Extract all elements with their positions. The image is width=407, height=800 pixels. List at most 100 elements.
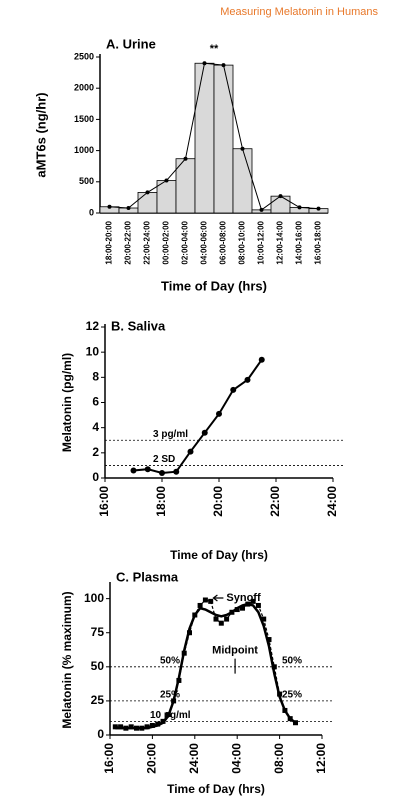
point	[250, 598, 256, 604]
x-tick-label: 10:00-12:00	[257, 220, 266, 264]
y-tick-label: 1500	[74, 114, 94, 124]
point	[240, 605, 245, 611]
x-tick-label: 16:00	[102, 743, 116, 774]
y-tick-label: 1000	[74, 145, 94, 155]
y-tick-label: 10	[86, 344, 100, 358]
point	[316, 206, 321, 211]
point	[128, 724, 134, 730]
point	[201, 429, 208, 436]
x-axis-label: Time of Day (hrs)	[170, 548, 268, 562]
point	[187, 448, 194, 455]
x-tick-label: 22:00	[268, 486, 282, 517]
point	[130, 467, 137, 474]
point	[202, 597, 208, 603]
bar	[156, 180, 177, 214]
x-tick-label: 20:00	[145, 743, 159, 774]
x-tick-label: 04:00-06:00	[200, 220, 209, 264]
x-tick-label: 12:00-14:00	[276, 220, 285, 264]
y-tick-label: 2500	[74, 51, 94, 61]
annotation: Midpoint	[212, 644, 258, 656]
y-tick-label: 50	[91, 659, 105, 673]
chart-title: B. Saliva	[111, 318, 166, 333]
reference-label: 2 SD	[153, 454, 175, 465]
y-tick-label: 12	[86, 319, 100, 333]
point	[107, 204, 112, 209]
bar	[270, 195, 291, 214]
x-tick-label: 22:00-24:00	[143, 220, 152, 264]
chart-title: C. Plasma	[116, 569, 179, 584]
trend-line	[109, 62, 319, 211]
point	[297, 205, 302, 210]
point	[202, 61, 207, 66]
data-line	[133, 359, 263, 474]
bar	[194, 62, 215, 214]
point	[261, 616, 267, 622]
x-tick-label: 12:00	[314, 743, 328, 774]
point	[183, 156, 188, 161]
point	[240, 146, 245, 151]
point	[224, 616, 230, 622]
y-tick-label: 25	[91, 693, 105, 707]
x-tick-label: 08:00-10:00	[238, 220, 247, 264]
x-tick-label: 00:00-02:00	[162, 220, 171, 264]
y-axis-label: Melatonin (% maximum)	[60, 591, 74, 728]
point	[221, 63, 226, 68]
y-tick-label: 75	[91, 625, 105, 639]
x-tick-label: 04:00	[229, 743, 243, 774]
point	[144, 724, 150, 730]
data-line-dashed	[115, 599, 296, 729]
x-tick-label: 14:00-16:00	[295, 220, 304, 264]
y-tick-label: 500	[79, 176, 94, 186]
y-axis-label: Melatonin (pg/ml)	[60, 353, 74, 452]
y-tick-label: 100	[84, 591, 104, 605]
point	[244, 376, 251, 383]
y-tick-label: 2	[92, 445, 99, 459]
point	[145, 190, 150, 195]
x-axis-label: Time of Day (hrs)	[161, 278, 267, 293]
point	[164, 178, 169, 183]
y-tick-label: 0	[97, 727, 104, 741]
reference-label: 25%	[160, 690, 180, 701]
point	[259, 207, 264, 212]
x-tick-label: 02:00-04:00	[181, 220, 190, 264]
page-header: Measuring Melatonin in Humans	[220, 6, 378, 18]
point	[197, 602, 203, 608]
point	[159, 469, 165, 476]
bar	[232, 148, 253, 214]
point	[278, 194, 283, 199]
x-tick-label: 20:00-22:00	[124, 220, 133, 264]
point	[230, 386, 237, 393]
point	[213, 616, 219, 622]
reference-label: 25%	[282, 690, 302, 701]
y-axis-label: aMT6s (ng/hr)	[33, 92, 48, 177]
point	[218, 620, 224, 626]
reference-label: 3 pg/ml	[153, 429, 188, 440]
reference-label: 50%	[282, 655, 302, 666]
bar	[213, 64, 234, 214]
x-tick-label: 08:00	[272, 743, 286, 774]
bar	[137, 192, 158, 214]
x-tick-label: 06:00-08:00	[219, 220, 228, 264]
x-axis-label: Time of Day (hrs)	[167, 782, 265, 796]
x-tick-label: 16:00	[97, 486, 111, 517]
point	[266, 637, 272, 643]
data-line	[115, 602, 297, 730]
annotation: Synoff	[226, 592, 261, 604]
reference-label: 50%	[160, 655, 180, 666]
point	[208, 598, 214, 604]
point	[255, 602, 261, 608]
chart-title: A. Urine	[106, 36, 156, 51]
point	[216, 410, 222, 417]
x-tick-label: 16:00-18:00	[314, 220, 323, 264]
y-tick-label: 8	[92, 370, 99, 384]
point	[271, 664, 277, 670]
point	[118, 724, 124, 730]
x-tick-label: 24:00	[187, 743, 201, 774]
y-tick-label: 0	[92, 470, 99, 484]
point	[144, 466, 151, 473]
y-tick-label: 0	[89, 207, 94, 217]
y-tick-label: 2000	[74, 83, 94, 93]
x-tick-label: 18:00-20:00	[105, 220, 114, 264]
point	[149, 722, 155, 728]
